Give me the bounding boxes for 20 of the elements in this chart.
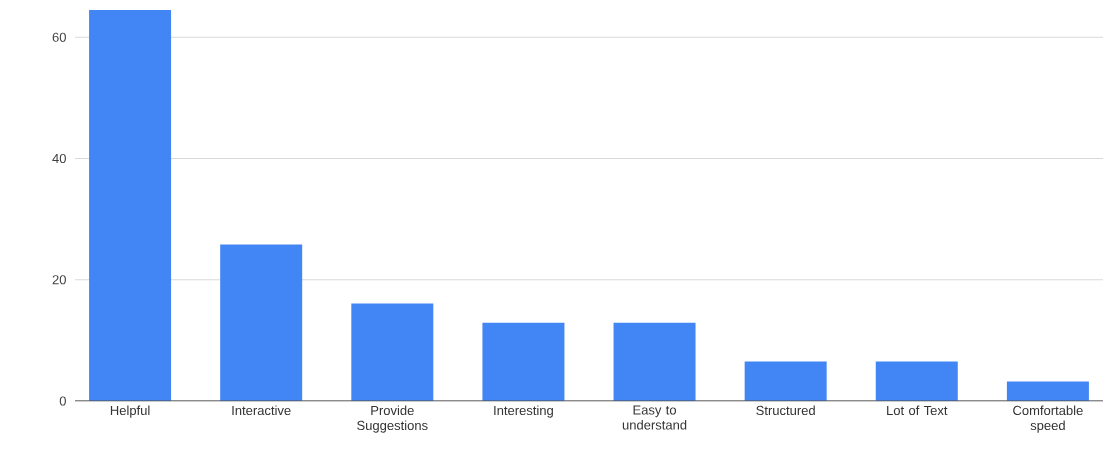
bar [875, 361, 958, 401]
y-tick-label: 0 [59, 396, 66, 406]
bar [89, 9, 172, 401]
x-tick-label: Structured [756, 405, 815, 416]
bar [351, 303, 434, 401]
x-tick-label: Provide Suggestions [357, 405, 428, 433]
bar [613, 322, 696, 401]
x-tick-label: Interesting [494, 405, 553, 418]
bar [744, 361, 827, 401]
bar [220, 244, 303, 401]
x-tick-label: Lot of Text [887, 405, 948, 416]
x-tick-label: Easy to understand [622, 405, 687, 430]
x-tick-label: Helpful [110, 405, 150, 418]
x-tick-label: Interactive [232, 405, 291, 416]
y-tick-label: 20 [52, 275, 66, 285]
y-tick-label: 60 [52, 32, 66, 42]
x-tick-label: Comfortable speed [1013, 405, 1083, 433]
y-tick-label: 40 [52, 153, 66, 164]
bar [482, 322, 565, 401]
bar [1006, 381, 1089, 401]
